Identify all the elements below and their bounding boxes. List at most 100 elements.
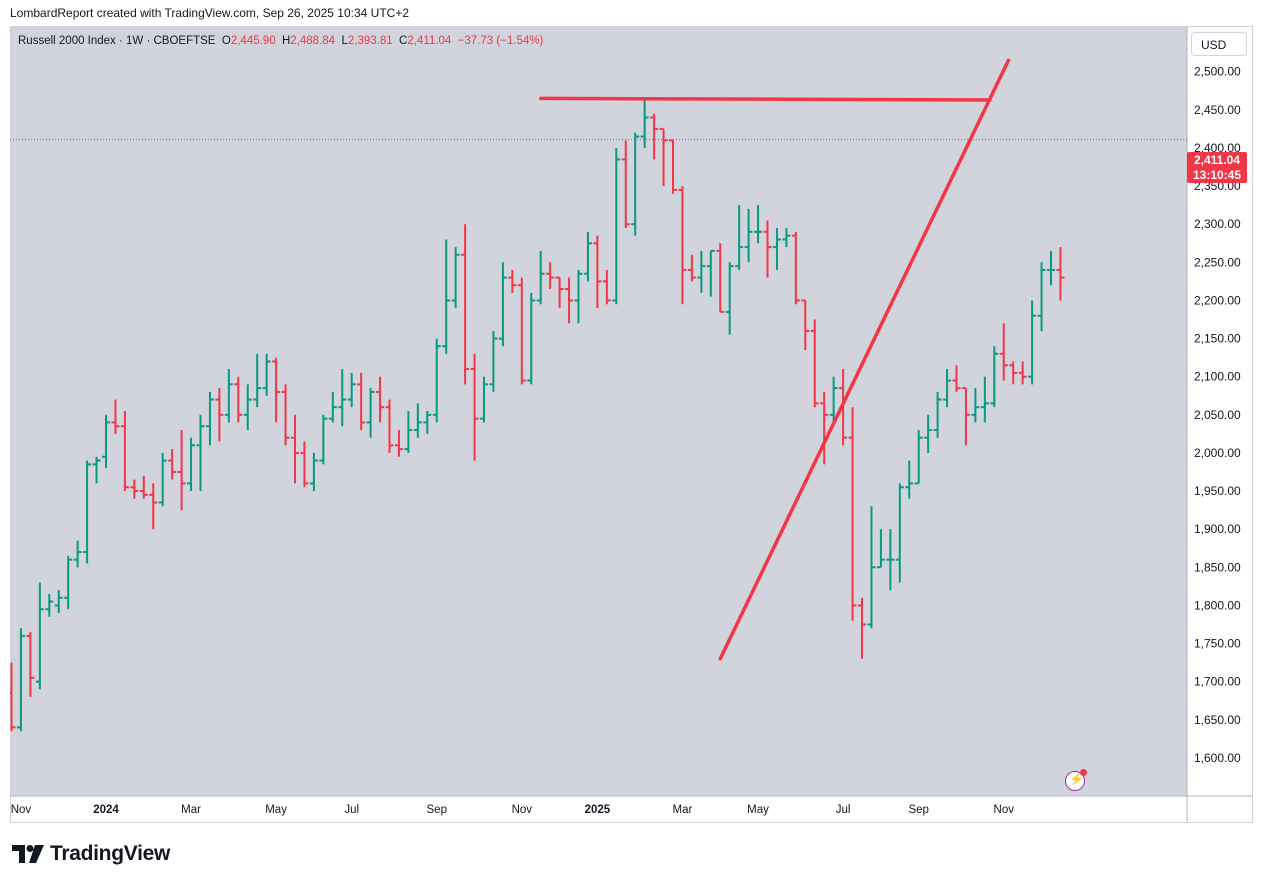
currency-selector[interactable]: USD — [1191, 32, 1247, 56]
ohlc-bar — [480, 376, 488, 423]
ohlc-bar — [725, 262, 734, 335]
time-tick-label: Nov — [512, 804, 533, 816]
price-tick-label: 2,100.00 — [1194, 370, 1241, 384]
ohlc-bar — [158, 452, 167, 507]
price-tick-label: 2,300.00 — [1194, 217, 1241, 231]
ohlc-bar — [943, 369, 952, 408]
trend-lines — [10, 58, 1187, 661]
ohlc-bar — [139, 475, 148, 499]
price-tick-label: 2,000.00 — [1194, 446, 1241, 460]
ohlc-bar — [650, 113, 659, 160]
time-tick-label: Jul — [836, 804, 851, 816]
ohlc-bar — [54, 590, 63, 614]
tradingview-logo-icon — [12, 845, 44, 863]
ohlc-bar — [952, 365, 961, 392]
resistance-line[interactable] — [538, 96, 992, 102]
ohlc-bar — [536, 250, 545, 305]
price-tick-label: 1,800.00 — [1194, 598, 1241, 612]
price-tick-label: 1,700.00 — [1194, 675, 1241, 689]
ohlc-bar — [291, 414, 299, 484]
ohlc-bar — [196, 414, 205, 492]
ohlc-bar — [461, 224, 470, 385]
ohlc-bar — [791, 231, 800, 305]
ohlc-bar — [338, 369, 347, 427]
ohlc-bar — [281, 384, 290, 446]
ohlc-bar — [772, 228, 781, 270]
ohlc-bar — [858, 597, 866, 659]
price-tick-label: 1,850.00 — [1194, 560, 1241, 574]
ohlc-bar — [130, 479, 139, 499]
time-tick-label: Mar — [673, 804, 693, 816]
price-tick-label: 2,150.00 — [1194, 332, 1241, 346]
ohlc-bar — [26, 632, 35, 697]
notification-dot — [1080, 769, 1087, 776]
lightning-icon[interactable] — [1065, 769, 1087, 791]
ohlc-bar — [1018, 361, 1027, 385]
ohlc-bar — [517, 277, 526, 385]
price-tick-label: 2,450.00 — [1194, 103, 1241, 117]
ohlc-bar — [546, 262, 555, 290]
open-value: 2,445.90 — [230, 35, 276, 47]
ohlc-bar — [187, 437, 196, 492]
price-tick-label: 2,200.00 — [1194, 293, 1241, 307]
price-tick-label: 2,400.00 — [1194, 141, 1241, 155]
ohlc-bar — [555, 276, 564, 309]
ohlc-bar — [376, 376, 385, 423]
ohlc-bar — [253, 353, 262, 408]
ohlc-bar — [583, 231, 592, 282]
ohlc-bar — [763, 220, 772, 278]
ohlc-bar — [678, 186, 687, 305]
ohlc-bar — [357, 372, 366, 431]
low-label: L — [341, 35, 348, 47]
ohlc-bar — [215, 388, 224, 442]
ohlc-bar — [102, 414, 110, 469]
ohlc-bar — [687, 254, 696, 282]
ohlc-bar — [149, 483, 158, 530]
price-tick-label: 1,600.00 — [1194, 751, 1241, 765]
ohlc-bar — [527, 292, 536, 385]
ohlc-bar — [300, 441, 309, 488]
low-value: 2,393.81 — [347, 35, 393, 47]
ohlc-bar — [432, 338, 441, 423]
last-price-badge: 2,411.04 13:10:45 — [1187, 152, 1247, 183]
ohlc-bar — [16, 628, 25, 732]
ohlc-bar — [669, 139, 677, 194]
ohlc-bar — [924, 414, 933, 453]
ohlc-bar — [801, 299, 810, 351]
time-tick-label: Sep — [908, 804, 928, 816]
rising-support-line[interactable] — [718, 58, 1011, 661]
ohlc-bar — [442, 239, 451, 354]
ohlc-bar — [168, 449, 177, 480]
price-tick-label: 2,500.00 — [1194, 65, 1241, 79]
price-tick-label: 1,650.00 — [1194, 713, 1241, 727]
price-tick-label: 1,900.00 — [1194, 522, 1241, 536]
time-tick-label: May — [747, 804, 769, 816]
plot-area — [10, 26, 1187, 796]
close-value: 2,411.04 — [407, 35, 452, 47]
ohlc-bar — [961, 387, 970, 446]
ohlc-bar — [224, 369, 233, 423]
tradingview-logo[interactable]: TradingView — [12, 842, 170, 866]
ohlc-bar — [73, 540, 82, 568]
ohlc-bar — [999, 323, 1008, 381]
ohlc-bar — [92, 456, 101, 484]
ohlc-bar — [612, 147, 621, 305]
ohlc-bar — [735, 205, 744, 270]
ohlc-bar — [659, 127, 668, 187]
ohlc-bar — [810, 319, 819, 408]
ohlc-bar — [744, 208, 753, 263]
ohlc-bar — [243, 384, 252, 431]
time-tick-label: Nov — [994, 804, 1015, 816]
time-tick-label: Jul — [344, 804, 359, 816]
price-tick-label: 1,750.00 — [1194, 637, 1241, 651]
ohlc-bar — [347, 372, 356, 408]
ohlc-bar — [262, 353, 271, 396]
ohlc-bar — [10, 662, 16, 732]
ohlc-bar — [876, 529, 885, 569]
ohlc-bar — [111, 399, 120, 434]
ohlc-bar — [45, 593, 54, 617]
price-chart[interactable]: 1,600.00 1,650.00 1,700.00 1,750.00 1,800.00… — [10, 26, 1253, 823]
time-tick-label: Sep — [427, 804, 447, 816]
ohlc-bar — [933, 391, 942, 438]
high-value: 2,488.84 — [290, 35, 336, 47]
